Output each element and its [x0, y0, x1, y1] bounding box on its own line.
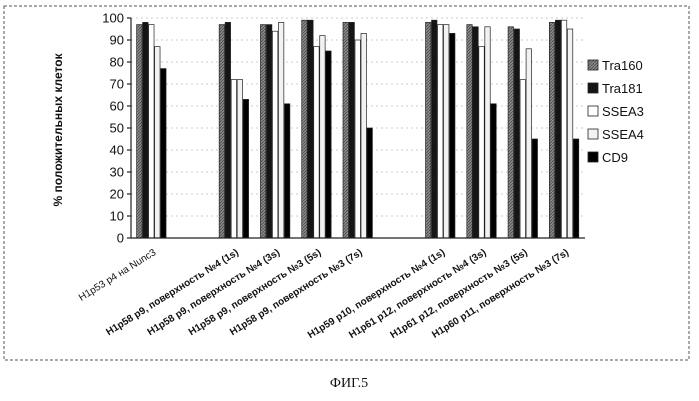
bar-tra160-9 [508, 27, 513, 238]
bar-tra160-3 [260, 25, 265, 238]
y-tick-label: 10 [110, 209, 124, 224]
legend-swatch-tra160 [588, 60, 598, 70]
bar-ssea3-8 [479, 47, 484, 238]
bar-cd9-0 [161, 69, 166, 238]
bar-ssea3-0 [149, 25, 154, 238]
bar-ssea3-10 [561, 20, 566, 238]
y-tick-label: 40 [110, 143, 124, 158]
legend-label-ssea3: SSEA3 [602, 104, 644, 119]
bar-cd9-7 [450, 33, 455, 238]
y-tick-label: 0 [117, 231, 124, 246]
y-tick-labels: 0 10 20 30 40 50 60 70 80 90 100 [102, 11, 131, 246]
bar-ssea3-9 [520, 80, 525, 238]
bar-ssea4-0 [155, 47, 160, 238]
legend: Tra160 Tra181 SSEA3 SSEA4 CD9 [588, 58, 644, 165]
y-tick-label: 90 [110, 33, 124, 48]
bar-tra181-8 [473, 27, 478, 238]
bar-cd9-3 [284, 104, 289, 238]
y-tick-label: 20 [110, 187, 124, 202]
legend-swatch-ssea4 [588, 129, 598, 139]
bar-cd9-2 [243, 99, 248, 238]
legend-label-ssea4: SSEA4 [602, 127, 644, 142]
bar-cd9-9 [532, 139, 537, 238]
y-tick-label: 50 [110, 121, 124, 136]
bar-ssea4-4 [320, 36, 325, 238]
legend-label-cd9: CD9 [602, 150, 628, 165]
y-axis-label: % положительных клеток [51, 52, 65, 206]
bar-ssea4-9 [526, 49, 531, 238]
bar-cd9-10 [573, 139, 578, 238]
bar-ssea4-3 [278, 22, 283, 238]
bar-cd9-8 [491, 104, 496, 238]
bar-tra181-5 [349, 22, 354, 238]
legend-swatch-ssea3 [588, 106, 598, 116]
bar-tra181-2 [225, 22, 230, 238]
bar-tra181-9 [514, 29, 519, 238]
bar-ssea4-5 [361, 33, 366, 238]
legend-label-tra160: Tra160 [602, 58, 643, 73]
bar-ssea3-5 [355, 40, 360, 238]
y-tick-label: 100 [102, 11, 124, 26]
bar-tra181-7 [432, 20, 437, 238]
bar-ssea4-2 [237, 80, 242, 238]
bar-tra160-8 [467, 25, 472, 238]
legend-swatch-cd9 [588, 152, 598, 162]
bar-ssea4-7 [444, 25, 449, 238]
bar-tra160-2 [219, 25, 224, 238]
y-tick-label: 70 [110, 77, 124, 92]
legend-swatch-tra181 [588, 83, 598, 93]
x-tick-labels: H1p53 p4 на Nunc3H1p58 p9, поверхность №… [77, 247, 571, 341]
bar-tra160-0 [137, 25, 142, 238]
bar-tra160-10 [549, 22, 554, 238]
legend-label-tra181: Tra181 [602, 81, 643, 96]
figure-caption: ФИГ.5 [330, 376, 368, 391]
bar-ssea4-10 [567, 29, 572, 238]
bar-tra160-4 [302, 20, 307, 238]
y-tick-label: 30 [110, 165, 124, 180]
bar-tra160-5 [343, 22, 348, 238]
bar-tra181-0 [143, 22, 148, 238]
bar-cd9-5 [367, 128, 372, 238]
bar-tra181-10 [555, 20, 560, 238]
bar-ssea3-3 [272, 31, 277, 238]
bar-ssea4-8 [485, 27, 490, 238]
x-category-label: H1p53 p4 на Nunc3 [77, 247, 159, 304]
bar-cd9-4 [326, 51, 331, 238]
bar-ssea3-2 [231, 80, 236, 238]
bars [137, 20, 579, 238]
bar-ssea3-7 [438, 25, 443, 238]
bar-ssea3-4 [314, 47, 319, 238]
y-tick-label: 80 [110, 55, 124, 70]
y-tick-label: 60 [110, 99, 124, 114]
bar-tra181-3 [266, 25, 271, 238]
bar-tra160-7 [426, 22, 431, 238]
bar-tra181-4 [308, 20, 313, 238]
